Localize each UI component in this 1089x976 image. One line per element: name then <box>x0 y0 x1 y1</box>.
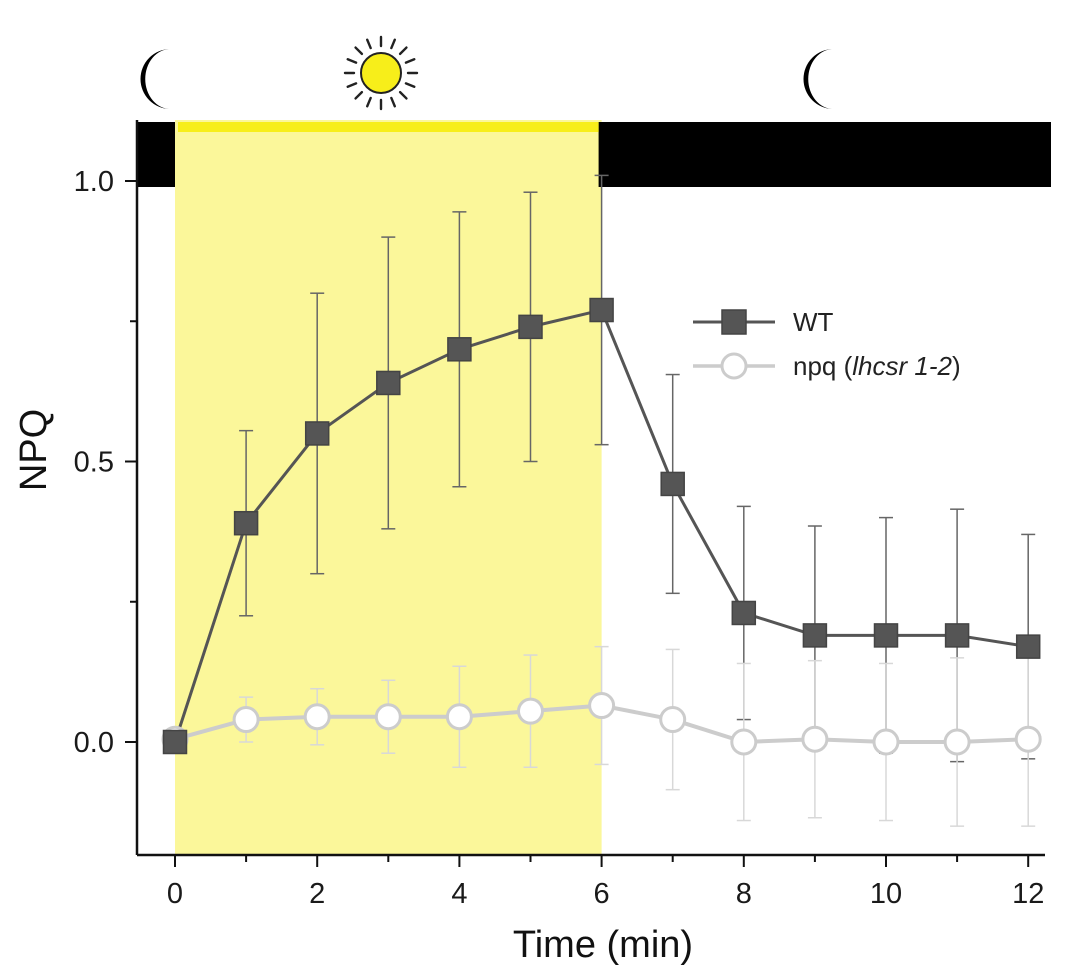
moon-icon <box>803 49 834 109</box>
wt-point <box>944 623 970 648</box>
wt-point <box>518 314 543 340</box>
npq-point <box>801 725 829 753</box>
sun-ray <box>354 46 364 56</box>
npq-point <box>445 703 473 731</box>
x-tick-label: 0 <box>167 878 183 910</box>
x-tick-label: 2 <box>309 878 325 910</box>
wt-point <box>873 623 899 648</box>
sun-ray <box>398 90 408 100</box>
sun-ray <box>346 58 358 64</box>
legend: WT npq (lhcsr 1-2) <box>693 307 961 381</box>
npq-point <box>659 706 687 734</box>
legend-npq-marker <box>720 352 748 380</box>
npq-point <box>374 703 402 731</box>
x-tick-label: 10 <box>870 878 902 910</box>
y-tick-label: 1.0 <box>74 166 114 198</box>
legend-npq-italic: lhcsr 1-2 <box>852 351 952 381</box>
sun-ray <box>366 38 372 50</box>
condition-icons <box>140 35 834 111</box>
sun-ray <box>366 96 372 108</box>
npq-point <box>588 692 616 720</box>
light-dark-bar <box>137 122 1051 187</box>
x-tick-labels: 0 2 4 6 8 10 12 <box>167 878 1044 910</box>
legend-npq-label: npq (lhcsr 1-2) <box>793 351 961 381</box>
y-tick-label: 0.0 <box>74 727 114 759</box>
sun-ray <box>398 46 408 56</box>
moon-icon <box>140 49 171 109</box>
dark-bar-right <box>598 122 1051 187</box>
npq-point <box>517 697 544 725</box>
series-points <box>161 297 1042 756</box>
axes <box>125 120 1045 867</box>
light-bar <box>178 122 599 132</box>
sun-icon <box>343 35 419 111</box>
wt-point <box>1015 634 1041 659</box>
sun-ray <box>404 58 416 64</box>
sun-ray <box>390 96 396 108</box>
legend-npq-prefix: npq ( <box>793 351 853 381</box>
npq-point <box>872 728 900 756</box>
x-axis-title: Time (min) <box>513 924 693 966</box>
x-tick-label: 8 <box>736 878 752 910</box>
legend-wt-label: WT <box>793 307 834 337</box>
sun-ray <box>346 82 358 88</box>
x-tick-label: 6 <box>594 878 610 910</box>
y-tick-label: 0.5 <box>74 447 114 479</box>
wt-point <box>162 729 188 755</box>
npq-point <box>303 703 331 731</box>
wt-point <box>660 471 685 497</box>
y-tick-labels: 0.0 0.5 1.0 <box>74 166 114 759</box>
wt-point <box>731 600 757 626</box>
sun-ray <box>390 38 396 50</box>
npq-point <box>730 728 758 756</box>
sun-ray <box>404 82 416 88</box>
wt-point <box>304 421 330 446</box>
y-axis-title: NPQ <box>13 409 55 491</box>
wt-point <box>589 297 614 323</box>
legend-wt-marker <box>721 309 747 335</box>
x-tick-label: 4 <box>451 878 467 910</box>
sun-ray <box>354 90 364 100</box>
wt-point <box>447 337 472 362</box>
x-tick-label: 12 <box>1012 878 1044 910</box>
npq-point <box>943 728 971 756</box>
sun-disc <box>360 52 402 94</box>
npq-point <box>232 706 260 734</box>
wt-point <box>802 623 828 648</box>
dark-bar-left <box>137 122 175 187</box>
wt-point <box>233 510 259 536</box>
wt-point <box>376 370 401 396</box>
legend-npq-suffix: ) <box>952 351 961 381</box>
npq-point <box>1014 725 1042 753</box>
